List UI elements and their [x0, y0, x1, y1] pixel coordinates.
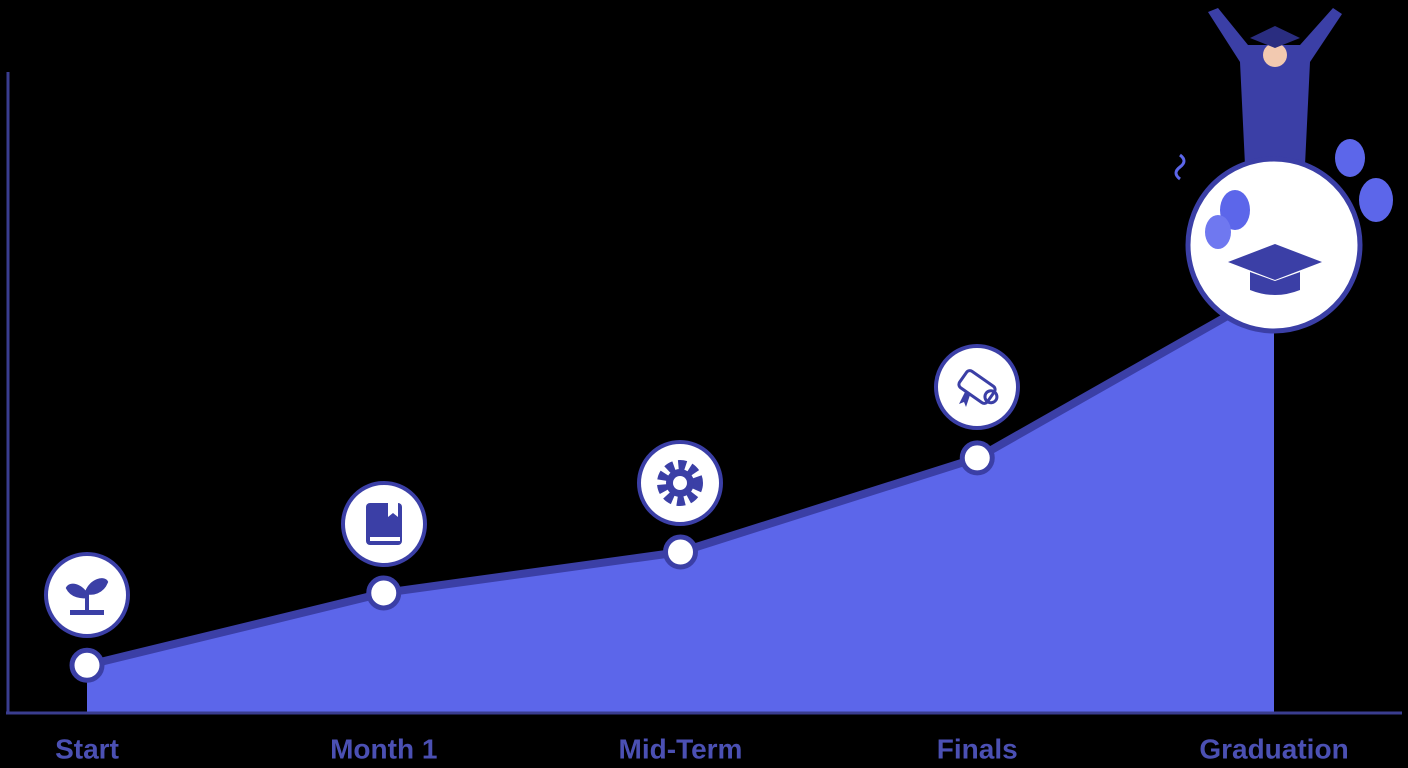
point: [663, 534, 698, 570]
icon-sprout: [44, 552, 130, 638]
point: [959, 440, 995, 476]
x-tick-label: Month 1: [330, 733, 437, 764]
icon-book: [341, 481, 427, 567]
plot: [69, 286, 1276, 712]
x-tick-label: Start: [55, 733, 119, 764]
x-tick-label: Graduation: [1199, 733, 1348, 764]
x-tick-label: Mid-Term: [619, 733, 743, 764]
x-tick-label: Finals: [937, 733, 1018, 764]
icon-diploma: [934, 344, 1020, 430]
icon-gear: [637, 440, 723, 526]
icon-graduation: [1174, 8, 1393, 334]
point: [69, 647, 105, 683]
point: [366, 575, 402, 611]
